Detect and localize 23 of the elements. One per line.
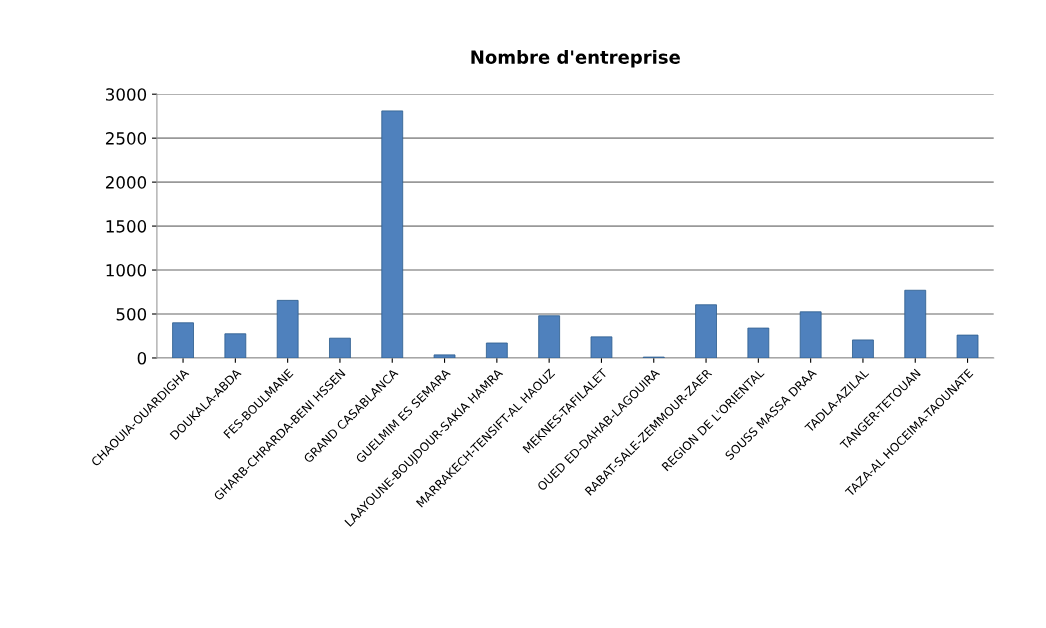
bar (172, 322, 194, 358)
bar (695, 304, 717, 358)
bar (852, 339, 874, 358)
bar (485, 342, 508, 358)
y-tick-label: 0 (137, 351, 147, 365)
bar (799, 311, 822, 358)
bar (224, 333, 247, 358)
bar (747, 327, 770, 358)
y-tick-label: 3000 (106, 88, 147, 101)
y-tick-label: 1000 (106, 264, 147, 277)
chart-title: Nombre d'entreprise (471, 49, 680, 68)
y-tick-label: 2000 (105, 176, 147, 189)
y-tick-label: 1500 (106, 220, 147, 233)
bar (538, 315, 561, 358)
bar (276, 299, 299, 358)
bar (956, 334, 979, 358)
bar (329, 337, 351, 358)
bar (590, 336, 613, 358)
y-tick-label: 2500 (105, 132, 147, 145)
bar (381, 110, 404, 358)
y-tick-label: 500 (116, 307, 147, 321)
bar (433, 354, 456, 358)
bar (904, 289, 927, 358)
